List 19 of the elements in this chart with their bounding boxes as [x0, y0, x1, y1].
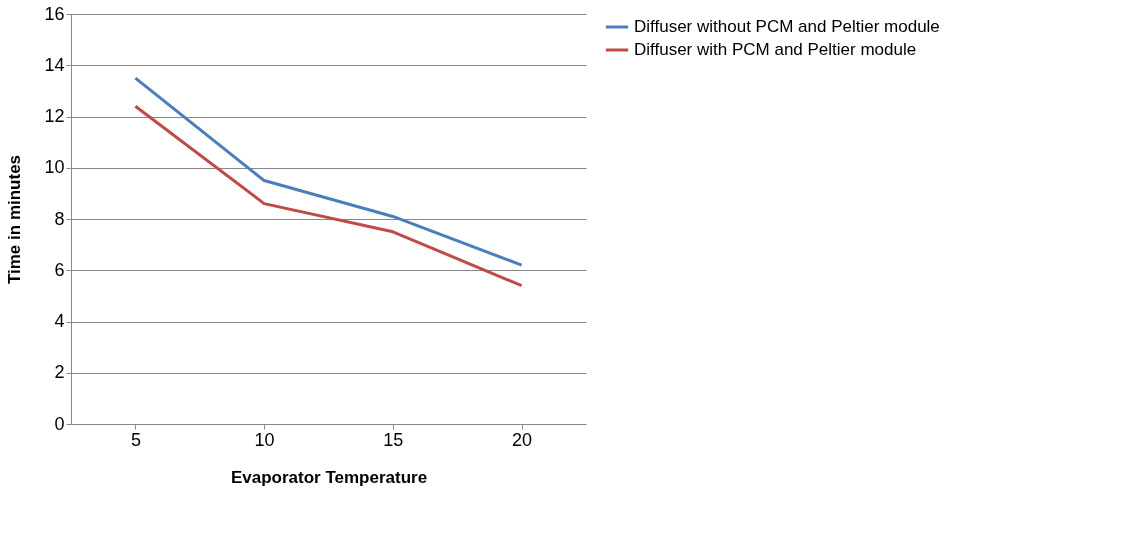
y-tick-label: 10 — [44, 157, 65, 178]
y-tick-label: 12 — [44, 106, 65, 126]
x-tick-label: 15 — [383, 429, 404, 450]
y-tick-label: 8 — [54, 208, 65, 229]
y-tick-label: 14 — [44, 54, 65, 75]
y-tick-label: 4 — [54, 311, 65, 331]
x-tick-label: 20 — [512, 429, 533, 450]
y-axis-title: Time in minutes — [5, 154, 25, 285]
y-tick-label: 16 — [44, 3, 65, 24]
y-tick-label: 2 — [54, 362, 65, 383]
y-tick-label: 6 — [54, 259, 65, 280]
x-axis-title: Evaporator Temperature — [230, 467, 428, 487]
line-series — [133, 76, 524, 267]
legend-label: Diffuser without PCM and Peltier module — [634, 17, 940, 36]
x-tick-label: 10 — [254, 429, 275, 450]
y-tick-label: 0 — [54, 413, 65, 434]
legend-label: Diffuser with PCM and Peltier module — [634, 40, 917, 59]
line-series — [133, 104, 524, 288]
x-tick-label: 5 — [130, 429, 141, 450]
